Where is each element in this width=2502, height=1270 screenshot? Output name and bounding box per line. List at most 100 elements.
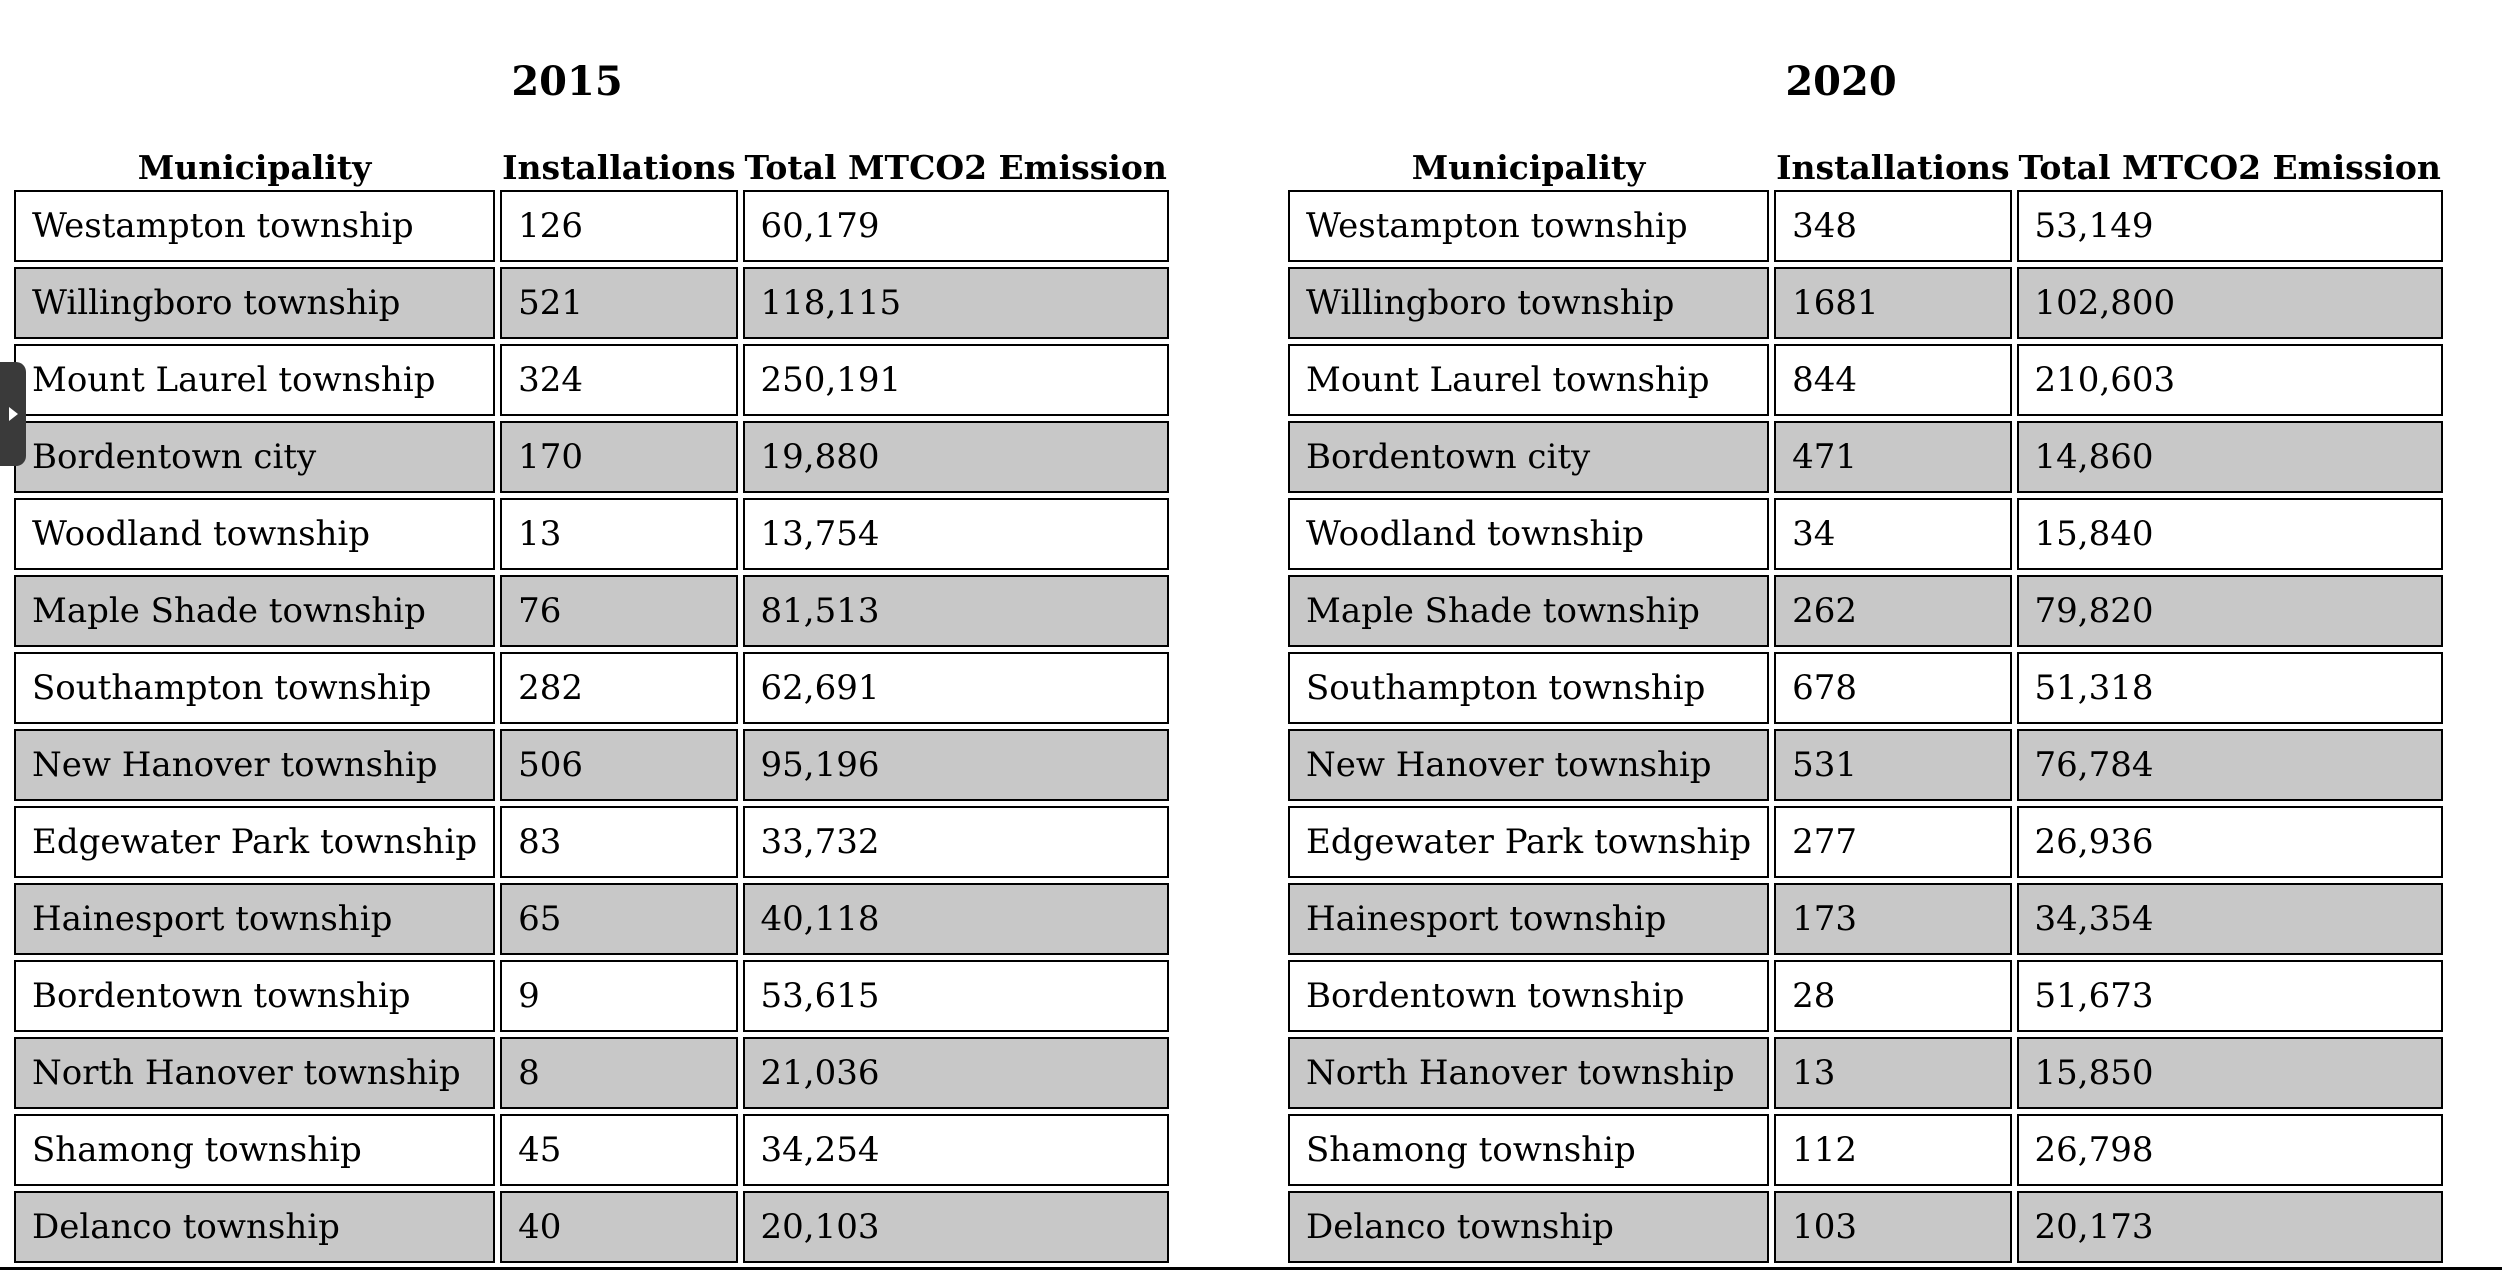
cell-emission: 19,880 [742,421,1169,493]
cell-emission: 250,191 [742,344,1169,416]
table-row: Willingboro township 1681 102,800 [1288,267,2443,339]
column-header-municipality: Municipality [137,148,372,187]
table-row: Maple Shade township 262 79,820 [1288,575,2443,647]
cell-municipality: Willingboro township [1288,267,1770,339]
cell-municipality: Maple Shade township [1288,575,1770,647]
cell-municipality: Delanco township [14,1191,496,1263]
cell-emission: 13,754 [742,498,1169,570]
table-row: North Hanover township 13 15,850 [1288,1037,2443,1109]
cell-emission: 60,179 [742,190,1169,262]
cell-emission: 53,615 [742,960,1169,1032]
table-row: Bordentown city 170 19,880 [14,421,1169,493]
cell-installations: 678 [1774,652,2012,724]
table-row: Shamong township 112 26,798 [1288,1114,2443,1186]
cell-installations: 76 [500,575,738,647]
column-header-installations: Installations [1776,148,2010,187]
cell-emission: 21,036 [742,1037,1169,1109]
cell-installations: 282 [500,652,738,724]
cell-installations: 531 [1774,729,2012,801]
cell-installations: 844 [1774,344,2012,416]
table-row: Bordentown township 9 53,615 [14,960,1169,1032]
cell-municipality: Maple Shade township [14,575,496,647]
cell-municipality: New Hanover township [1288,729,1770,801]
side-panel-toggle[interactable] [0,362,26,466]
cell-emission: 26,936 [2016,806,2443,878]
cell-municipality: Southampton township [14,652,496,724]
cell-emission: 51,318 [2016,652,2443,724]
cell-municipality: Mount Laurel township [1288,344,1770,416]
header-row: Municipality Installations Total MTCO2 E… [1288,151,2443,185]
cell-municipality: Willingboro township [14,267,496,339]
table-row: Delanco township 40 20,103 [14,1191,1169,1263]
cell-municipality: North Hanover township [1288,1037,1770,1109]
table-row: Willingboro township 521 118,115 [14,267,1169,339]
cell-installations: 471 [1774,421,2012,493]
cell-municipality: Edgewater Park township [1288,806,1770,878]
cell-installations: 126 [500,190,738,262]
cell-municipality: Westampton township [14,190,496,262]
cell-municipality: Bordentown city [1288,421,1770,493]
cell-municipality: North Hanover township [14,1037,496,1109]
cell-installations: 277 [1774,806,2012,878]
cell-municipality: New Hanover township [14,729,496,801]
emissions-table-2020: Municipality Installations Total MTCO2 E… [1283,146,2448,1268]
cell-installations: 262 [1774,575,2012,647]
cell-installations: 506 [500,729,738,801]
cell-emission: 20,173 [2016,1191,2443,1263]
cell-municipality: Bordentown city [14,421,496,493]
cell-municipality: Delanco township [1288,1191,1770,1263]
cell-installations: 65 [500,883,738,955]
table-row: Edgewater Park township 83 33,732 [14,806,1169,878]
cell-emission: 118,115 [742,267,1169,339]
table-row: Woodland township 34 15,840 [1288,498,2443,570]
cell-municipality: Bordentown township [14,960,496,1032]
cell-municipality: Hainesport township [14,883,496,955]
cell-municipality: Hainesport township [1288,883,1770,955]
cell-emission: 33,732 [742,806,1169,878]
cell-municipality: Woodland township [14,498,496,570]
emissions-table-2015: Municipality Installations Total MTCO2 E… [9,146,1174,1268]
table-row: New Hanover township 531 76,784 [1288,729,2443,801]
year-heading-2015: 2015 [511,58,623,105]
cell-emission: 79,820 [2016,575,2443,647]
cell-installations: 324 [500,344,738,416]
cell-emission: 15,850 [2016,1037,2443,1109]
table-row: Shamong township 45 34,254 [14,1114,1169,1186]
cell-emission: 34,354 [2016,883,2443,955]
table-row: Westampton township 126 60,179 [14,190,1169,262]
cell-emission: 62,691 [742,652,1169,724]
bottom-divider [0,1267,2502,1270]
cell-emission: 40,118 [742,883,1169,955]
cell-installations: 112 [1774,1114,2012,1186]
cell-emission: 26,798 [2016,1114,2443,1186]
cell-municipality: Shamong township [1288,1114,1770,1186]
cell-municipality: Mount Laurel township [14,344,496,416]
cell-installations: 9 [500,960,738,1032]
cell-emission: 102,800 [2016,267,2443,339]
table-row: Westampton township 348 53,149 [1288,190,2443,262]
table-row: Bordentown city 471 14,860 [1288,421,2443,493]
cell-installations: 170 [500,421,738,493]
cell-emission: 53,149 [2016,190,2443,262]
cell-emission: 14,860 [2016,421,2443,493]
column-header-installations: Installations [502,148,736,187]
table-row: Mount Laurel township 844 210,603 [1288,344,2443,416]
cell-municipality: Bordentown township [1288,960,1770,1032]
table-body-2020: Westampton township 348 53,149 Willingboro … [1288,190,2443,1263]
table-row: Hainesport township 65 40,118 [14,883,1169,955]
cell-emission: 34,254 [742,1114,1169,1186]
column-header-municipality: Municipality [1411,148,1646,187]
column-header-emission: Total MTCO2 Emission [744,148,1167,187]
table-row: Maple Shade township 76 81,513 [14,575,1169,647]
table-row: Delanco township 103 20,173 [1288,1191,2443,1263]
table-row: Hainesport township 173 34,354 [1288,883,2443,955]
cell-municipality: Woodland township [1288,498,1770,570]
cell-emission: 81,513 [742,575,1169,647]
cell-installations: 13 [1774,1037,2012,1109]
table-row: Southampton township 678 51,318 [1288,652,2443,724]
cell-installations: 83 [500,806,738,878]
table-row: New Hanover township 506 95,196 [14,729,1169,801]
cell-installations: 34 [1774,498,2012,570]
cell-emission: 20,103 [742,1191,1169,1263]
